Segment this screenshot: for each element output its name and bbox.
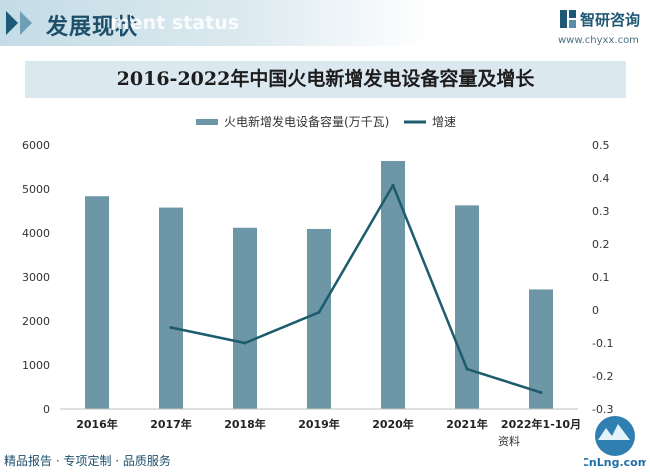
chart-title-banner: 2016-2022年中国火电新增发电设备容量及增长 (25, 61, 626, 98)
chart-title: 2016-2022年中国火电新增发电设备容量及增长 (116, 68, 535, 90)
header-band (0, 0, 430, 46)
bar (233, 227, 257, 409)
corner-logo-label: CnLng.com (584, 456, 646, 469)
y2-tick-label: 0 (592, 304, 599, 317)
chevron-right-icon (6, 11, 18, 35)
y2-tick-label: 0.5 (592, 139, 610, 152)
legend-label-line: 增速 (432, 115, 456, 129)
bar (85, 196, 109, 409)
x-tick-label: 2022年1-10月 (501, 417, 581, 431)
y-tick-label: 4000 (22, 227, 50, 240)
header-watermark-text: ment status (110, 12, 240, 34)
x-tick-label: 2016年 (76, 417, 118, 431)
source-note: 资料 (498, 433, 520, 449)
growth-point (539, 391, 543, 394)
y2-tick-label: 0.4 (592, 172, 610, 185)
x-tick-label: 2021年 (446, 417, 488, 431)
legend-swatch-bar (196, 119, 218, 125)
zhiyan-logo-icon (560, 10, 576, 28)
y2-tick-label: 0.2 (592, 238, 610, 251)
y-tick-label: 6000 (22, 139, 50, 152)
y-tick-label: 5000 (22, 183, 50, 196)
growth-point (317, 310, 321, 314)
y2-tick-label: -0.1 (592, 337, 613, 350)
growth-point (391, 183, 395, 187)
x-tick-label: 2017年 (150, 417, 192, 431)
y2-tick-label: 0.1 (592, 271, 610, 284)
y-tick-label: 1000 (22, 359, 50, 372)
brand-url[interactable]: www.chyxx.com (558, 35, 639, 46)
y2-tick-label: -0.3 (592, 403, 613, 416)
bar (455, 205, 479, 409)
y2-tick-label: 0.3 (592, 205, 610, 218)
growth-point (243, 341, 247, 345)
x-tick-label: 2018年 (224, 417, 266, 431)
x-tick-label: 2020年 (372, 417, 414, 431)
growth-line (170, 184, 542, 394)
y-tick-label: 3000 (22, 271, 50, 284)
x-tick-label: 2019年 (298, 417, 340, 431)
y-tick-label: 0 (43, 403, 50, 416)
bar (159, 207, 183, 409)
section-header: 发展现状 ment status (0, 0, 650, 52)
y2-tick-label: -0.2 (592, 370, 613, 383)
growth-point (465, 367, 469, 371)
brand-name: 智研咨询 (580, 11, 641, 29)
chevron-right-icon-secondary (20, 11, 32, 35)
y-tick-label: 2000 (22, 315, 50, 328)
growth-point (169, 325, 173, 329)
brand: 智研咨询 www.chyxx.com (558, 8, 644, 48)
section-title: 发展现状 (46, 15, 139, 40)
legend-label-bar: 火电新增发电设备容量(万千瓦) (224, 114, 389, 129)
bar (307, 228, 331, 409)
footer-tagline: 精品报告 · 专项定制 · 品质服务 (4, 454, 171, 468)
cnlng-logo-icon: CnLng.com (584, 416, 646, 469)
